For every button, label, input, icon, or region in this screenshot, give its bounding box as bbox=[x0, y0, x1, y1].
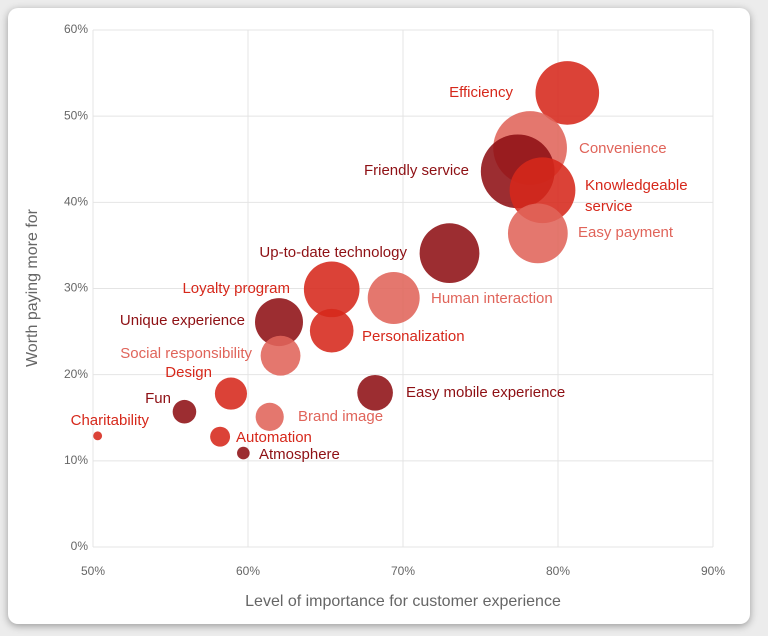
bubble-label: Social responsibility bbox=[120, 345, 252, 362]
bubble bbox=[255, 298, 303, 347]
bubble bbox=[303, 261, 360, 318]
bubble-label: Fun bbox=[145, 390, 171, 407]
y-axis-title: Worth paying more for bbox=[24, 208, 41, 367]
bubble-label: Brand image bbox=[298, 408, 383, 425]
bubble bbox=[367, 272, 420, 324]
bubble-label: Design bbox=[165, 364, 212, 381]
bubble bbox=[214, 377, 248, 410]
bubble bbox=[172, 399, 197, 424]
x-tick-label: 90% bbox=[701, 564, 725, 578]
bubble bbox=[260, 335, 301, 376]
bubble bbox=[507, 203, 568, 264]
y-tick-label: 50% bbox=[64, 108, 88, 122]
bubble-label: Unique experience bbox=[120, 312, 245, 329]
x-tick-label: 50% bbox=[81, 564, 105, 578]
y-tick-label: 30% bbox=[64, 281, 88, 295]
bubble-label: Loyalty program bbox=[182, 280, 290, 297]
y-tick-label: 10% bbox=[64, 453, 88, 467]
bubble-label: Human interaction bbox=[431, 290, 553, 307]
y-tick-label: 60% bbox=[64, 22, 88, 36]
bubble-label: Friendly service bbox=[364, 162, 469, 179]
x-axis-title: Level of importance for customer experie… bbox=[245, 593, 561, 610]
bubble-label: Easy payment bbox=[578, 224, 674, 241]
y-tick-label: 20% bbox=[64, 367, 88, 381]
x-tick-label: 70% bbox=[391, 564, 415, 578]
bubble bbox=[255, 402, 284, 431]
bubble-label: Charitability bbox=[71, 412, 150, 429]
bubble bbox=[419, 223, 480, 284]
bubble-label: Convenience bbox=[579, 140, 667, 157]
bubble-label: Up-to-date technology bbox=[259, 244, 407, 261]
bubble bbox=[93, 431, 103, 441]
y-tick-label: 0% bbox=[71, 539, 89, 553]
x-tick-label: 60% bbox=[236, 564, 260, 578]
bubble-label: Personalization bbox=[362, 328, 465, 345]
bubble-label: Atmosphere bbox=[259, 446, 340, 463]
bubble-label: Automation bbox=[236, 429, 312, 446]
bubble-label: Knowledgeable service bbox=[585, 177, 688, 215]
bubble bbox=[535, 61, 600, 125]
bubble bbox=[210, 426, 231, 447]
bubble bbox=[237, 446, 250, 460]
bubble-label: Efficiency bbox=[449, 84, 513, 101]
bubble bbox=[357, 374, 393, 411]
y-tick-label: 40% bbox=[64, 195, 88, 209]
bubble-label: Easy mobile experience bbox=[406, 384, 565, 401]
bubble bbox=[309, 308, 354, 353]
x-tick-label: 80% bbox=[546, 564, 570, 578]
